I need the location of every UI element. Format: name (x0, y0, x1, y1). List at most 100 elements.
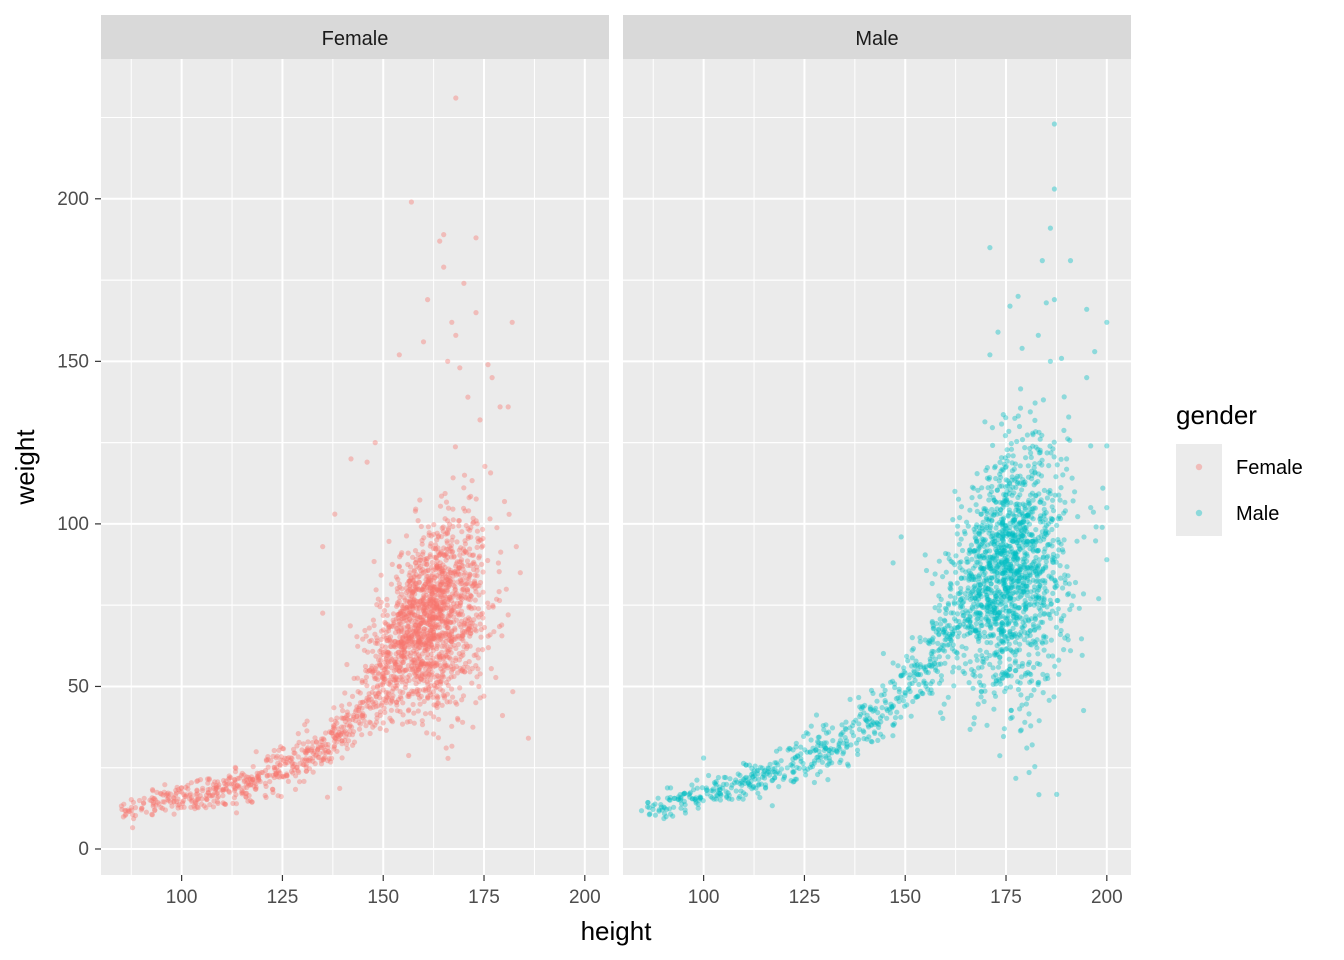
data-point (1033, 596, 1039, 602)
data-point (474, 521, 480, 527)
data-point (295, 768, 301, 774)
data-point (314, 747, 320, 753)
data-point (162, 807, 168, 813)
data-point (277, 762, 283, 768)
data-point (823, 730, 830, 736)
data-point (139, 805, 145, 811)
data-point (336, 736, 342, 742)
data-point (427, 631, 433, 637)
data-point (1076, 605, 1082, 611)
data-point (425, 660, 432, 666)
data-point (469, 680, 475, 686)
data-point (451, 604, 457, 610)
data-point (365, 649, 371, 655)
data-point (991, 574, 998, 580)
data-point (1006, 428, 1012, 434)
data-point (420, 549, 426, 555)
data-point (304, 728, 310, 734)
data-point (847, 696, 853, 703)
data-point (231, 781, 237, 787)
data-point (377, 604, 383, 610)
data-point (997, 659, 1003, 666)
data-point (255, 773, 261, 779)
data-point (272, 767, 278, 773)
data-point (234, 783, 240, 789)
data-point (1024, 745, 1030, 751)
data-point (416, 614, 422, 620)
data-point (699, 785, 705, 791)
strip-label-male: Male (855, 28, 898, 50)
data-point (1021, 575, 1027, 581)
data-point (1017, 405, 1024, 411)
data-point (127, 808, 133, 814)
data-point (895, 663, 901, 669)
data-point (243, 790, 249, 797)
data-point (147, 797, 153, 803)
data-point (973, 502, 979, 508)
data-point (418, 660, 424, 666)
data-point (273, 770, 280, 776)
data-point (474, 674, 480, 680)
data-point (171, 795, 177, 801)
data-point (294, 743, 300, 749)
data-point (256, 777, 262, 783)
data-point (458, 668, 464, 674)
data-point (337, 732, 343, 738)
data-point (958, 536, 964, 542)
data-point (352, 718, 359, 724)
data-point (371, 667, 378, 674)
data-point (678, 805, 684, 811)
data-point (383, 700, 389, 706)
data-point (472, 597, 478, 603)
data-point (1078, 636, 1085, 642)
data-point (239, 789, 245, 796)
data-point (356, 719, 362, 726)
data-point (1041, 487, 1047, 493)
data-point (1015, 679, 1021, 685)
data-point (270, 786, 276, 793)
data-point (185, 786, 191, 792)
data-point (270, 789, 276, 796)
data-point (459, 697, 465, 703)
data-point (456, 604, 462, 610)
data-point (226, 775, 233, 781)
data-point (389, 638, 395, 644)
y-tick-label: 50 (68, 676, 89, 697)
data-point (465, 562, 471, 569)
data-point (435, 694, 441, 700)
data-point (399, 568, 405, 575)
data-point (206, 776, 212, 782)
data-point (328, 759, 334, 765)
data-point (444, 643, 450, 649)
data-point (152, 807, 158, 814)
x-tick-label: 200 (569, 887, 601, 908)
data-point (1003, 415, 1009, 421)
data-point (1037, 612, 1043, 618)
data-point (993, 652, 999, 658)
data-point (367, 667, 373, 673)
data-point (400, 608, 406, 614)
data-point (1088, 443, 1094, 449)
data-point (1051, 439, 1057, 445)
data-point (945, 602, 952, 608)
data-point (320, 544, 326, 550)
data-point (312, 761, 318, 767)
data-point (305, 739, 311, 745)
data-point (950, 669, 956, 675)
data-point (938, 596, 944, 603)
data-point (457, 552, 463, 558)
data-point (439, 613, 445, 619)
data-point (387, 682, 393, 688)
data-point (398, 653, 405, 659)
data-point (244, 774, 250, 780)
data-point (456, 651, 462, 657)
data-point (419, 718, 425, 724)
data-point (292, 761, 298, 767)
data-point (181, 804, 187, 810)
data-point (200, 785, 206, 791)
data-point (232, 779, 238, 785)
data-point (214, 799, 221, 805)
data-point (215, 794, 221, 800)
data-point (481, 693, 487, 699)
data-point (445, 579, 451, 585)
